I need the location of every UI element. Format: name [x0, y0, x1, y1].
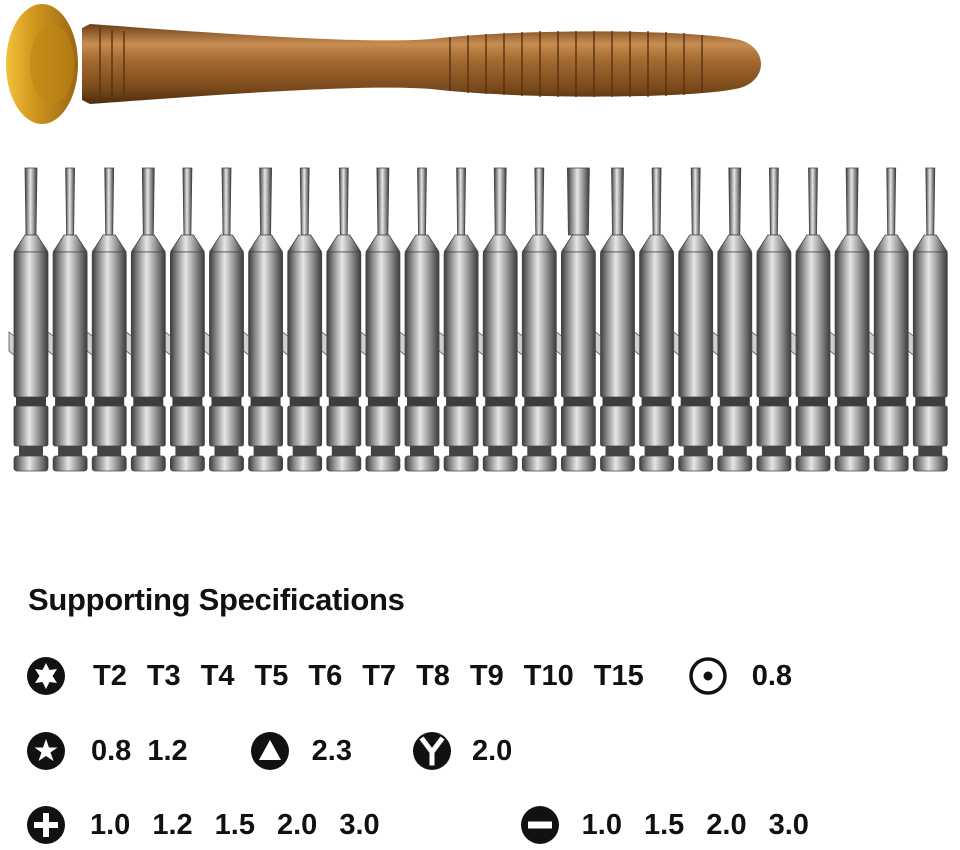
spec-value: 1.0 [90, 808, 131, 841]
torx-icon [26, 656, 66, 696]
screwdriver-bit [438, 167, 479, 472]
screwdriver-bit [790, 167, 831, 472]
screwdriver-bit [321, 167, 362, 472]
specifications-heading: Supporting Specifications [28, 582, 405, 617]
screwdriver-bit [47, 167, 88, 472]
y-tip-icon [412, 731, 452, 771]
spec-value: T2 [93, 659, 127, 692]
spec-value: 1.2 [147, 734, 188, 767]
screwdriver-handle [6, 4, 761, 124]
screwdriver-bit [868, 167, 909, 472]
spec-value: T7 [362, 659, 397, 692]
screwdriver-bit [829, 167, 870, 472]
spec-row-phillips-slotted: 1.0 1.2 1.5 2.0 3.0 1.0 1.5 2.0 3.0 [26, 803, 809, 847]
screwdriver-bit [360, 167, 401, 472]
spec-value: T9 [469, 659, 504, 692]
screwdriver-bit [243, 167, 284, 472]
spec-value: 2.0 [471, 734, 513, 767]
spec-value: 2.0 [706, 808, 747, 841]
handle-shaft [82, 24, 761, 104]
screwdriver-bit [399, 167, 440, 472]
spec-value: T15 [593, 659, 644, 692]
screwdriver-bit [595, 167, 636, 472]
screwdriver-bit [634, 167, 675, 472]
phillips-icon [26, 805, 66, 845]
tri-point-dot-icon [688, 656, 728, 696]
spec-row-torx: T2 T3 T4 T5 T6 T7 T8 T9 T10 T15 0.8 [26, 654, 792, 698]
spec-value: 1.5 [214, 808, 255, 841]
spec-value: T4 [200, 659, 235, 692]
handle-grip-rings [99, 28, 703, 100]
spec-value: 1.2 [152, 808, 193, 841]
spec-value: 1.0 [581, 808, 622, 841]
screwdriver-bit [516, 167, 558, 472]
screwdriver-bit [8, 167, 49, 472]
spec-value: 1.5 [643, 808, 685, 841]
screwdriver-bit [751, 167, 792, 472]
triangle-icon [250, 731, 290, 771]
spec-value: 2.0 [276, 808, 318, 841]
spec-value: 3.0 [768, 808, 809, 841]
bit-row [8, 167, 949, 472]
spec-value: T3 [146, 659, 181, 692]
spec-value: T10 [523, 659, 574, 692]
slotted-icon [520, 805, 560, 845]
spec-value: 0.8 [91, 734, 132, 767]
spec-value: T8 [416, 659, 450, 692]
screwdriver-bit [907, 167, 949, 472]
product-photo [6, 4, 949, 472]
screwdriver-bit [204, 167, 245, 472]
screwdriver-bit [673, 167, 714, 472]
screwdriver-bit [556, 167, 597, 472]
screwdriver-bit [477, 167, 518, 472]
spec-value: 0.8 [751, 659, 793, 692]
spec-value: 3.0 [339, 808, 380, 841]
pentalobe-icon [26, 731, 66, 771]
screwdriver-bit [712, 167, 753, 472]
spec-row-pentalobe: 0.8 1.2 2.3 2.0 [26, 729, 512, 773]
screwdriver-bit [125, 167, 167, 472]
spec-value: T5 [254, 659, 289, 692]
screwdriver-bit [86, 167, 127, 472]
screwdriver-bit [282, 167, 323, 472]
spec-value: T6 [308, 659, 343, 692]
screwdriver-bit [165, 167, 206, 472]
spec-value: 2.3 [311, 734, 352, 767]
